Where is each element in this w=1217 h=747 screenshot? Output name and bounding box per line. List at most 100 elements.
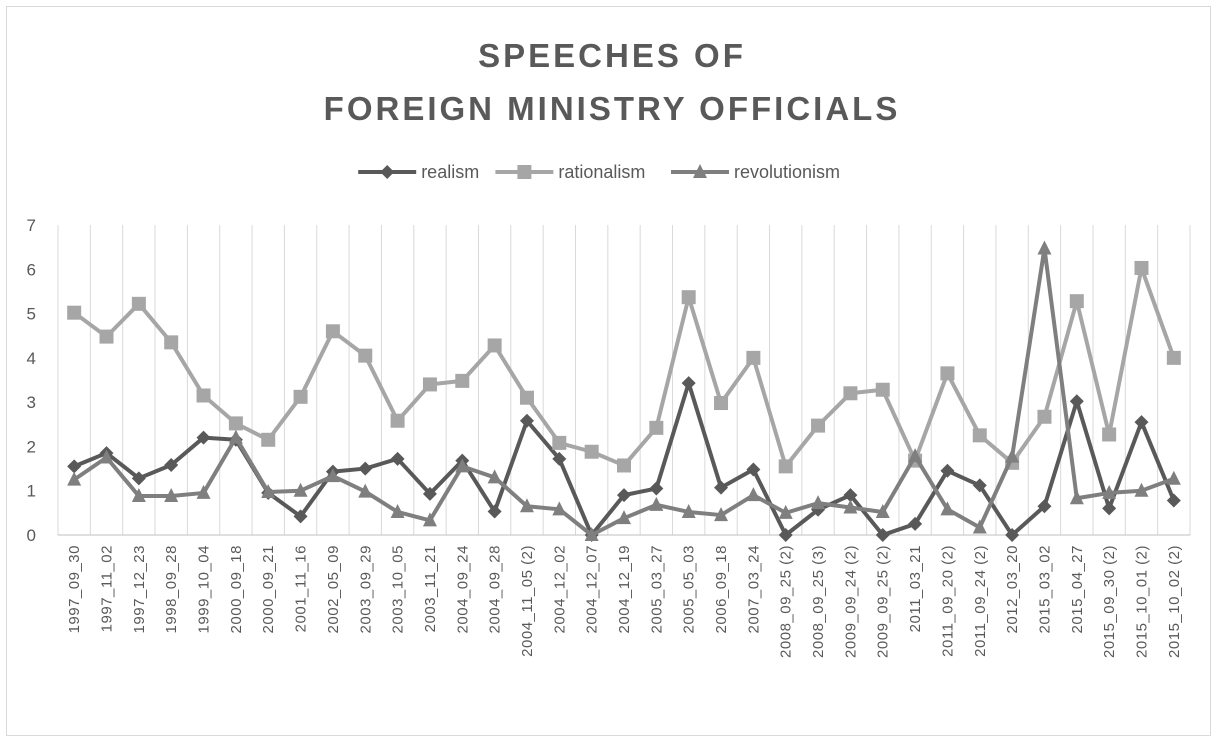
x-tick-label: 2004_12_19: [616, 545, 633, 633]
chart-title: FOREIGN MINISTRY OFFICIALS: [324, 90, 901, 127]
data-point: [67, 305, 82, 320]
data-point: [519, 498, 534, 513]
data-point: [584, 527, 599, 541]
data-point: [325, 468, 340, 483]
data-point: [746, 462, 761, 477]
x-tick-label: 2015_04_27: [1069, 545, 1086, 633]
data-point: [196, 388, 211, 403]
data-point: [714, 396, 729, 411]
data-point: [67, 459, 82, 474]
x-tick-label: 2004_09_28: [487, 545, 504, 633]
data-point: [487, 469, 502, 484]
data-point: [1069, 490, 1084, 505]
data-point: [164, 335, 179, 350]
data-point: [228, 416, 243, 431]
y-tick-label: 4: [27, 349, 36, 368]
data-point: [1037, 240, 1052, 255]
x-tick-label: 2006_09_18: [713, 545, 730, 633]
data-point: [681, 290, 696, 305]
data-point: [325, 324, 340, 339]
x-tick-label: 2004_12_02: [551, 545, 568, 633]
data-point: [940, 463, 955, 478]
data-point: [99, 329, 114, 344]
data-point: [552, 451, 567, 466]
data-point: [908, 516, 923, 531]
data-point: [422, 512, 437, 527]
data-point: [843, 499, 858, 514]
data-point: [196, 430, 211, 445]
y-tick-label: 6: [27, 260, 36, 279]
data-point: [519, 413, 534, 428]
data-point: [681, 376, 696, 391]
data-point: [293, 482, 308, 497]
x-tick-label: 2001_11_16: [293, 545, 310, 632]
data-point: [1166, 350, 1181, 365]
data-point: [617, 510, 631, 525]
x-tick-label: 2011_09_20 (2): [939, 545, 956, 657]
data-point: [487, 338, 502, 353]
data-point: [390, 451, 405, 466]
data-point: [293, 509, 308, 524]
x-tick-label: 1998_09_28: [163, 545, 180, 633]
data-point: [908, 448, 923, 463]
x-tick-label: 2003_10_05: [390, 545, 407, 633]
data-point: [811, 495, 826, 510]
data-point: [972, 519, 987, 534]
legend-label: rationalism: [558, 162, 645, 182]
data-point: [1005, 448, 1020, 463]
x-tick-label: 2005_05_03: [681, 545, 698, 633]
data-point: [358, 348, 373, 363]
x-tick-label: 1997_09_30: [66, 545, 83, 633]
data-point: [358, 483, 373, 498]
data-point: [261, 484, 276, 499]
y-tick-label: 2: [27, 437, 36, 456]
data-point: [487, 504, 502, 519]
data-point: [1005, 528, 1020, 542]
data-point: [778, 504, 793, 519]
x-tick-label: 2004_12_07: [584, 545, 601, 633]
y-tick-label: 3: [27, 393, 36, 412]
data-point: [843, 386, 858, 401]
data-point: [778, 459, 793, 474]
data-point: [1134, 482, 1149, 497]
data-point: [778, 528, 793, 542]
x-tick-label: 1997_12_23: [131, 545, 148, 633]
data-point: [131, 296, 146, 311]
x-tick-label: 2003_09_29: [357, 545, 374, 633]
data-point: [164, 458, 179, 473]
data-point: [811, 418, 826, 433]
data-point: [714, 507, 729, 522]
data-point: [875, 382, 890, 397]
chart-border: [6, 6, 1211, 736]
data-point: [519, 390, 534, 405]
x-tick-label: 2004_09_24: [454, 545, 471, 633]
legend-label: realism: [421, 162, 479, 182]
x-tick-label: 2004_11_05 (2): [519, 545, 536, 657]
legend-label: revolutionism: [734, 162, 840, 182]
x-tick-label: 2008_09_25 (2): [778, 545, 795, 658]
data-point: [746, 350, 761, 365]
legend-marker: [693, 164, 707, 178]
data-point: [714, 480, 729, 495]
data-point: [390, 413, 405, 428]
data-point: [746, 487, 761, 502]
data-point: [617, 458, 631, 473]
data-point: [1069, 294, 1084, 309]
data-point: [196, 484, 211, 499]
x-tick-label: 2002_05_09: [325, 545, 342, 633]
data-point: [1166, 470, 1181, 485]
data-point: [67, 471, 82, 486]
x-tick-label: 2003_11_21: [422, 545, 439, 632]
data-point: [293, 389, 308, 404]
data-point: [1166, 493, 1181, 508]
legend-marker: [380, 165, 395, 179]
x-tick-label: 2009_09_24 (2): [842, 545, 859, 658]
data-point: [681, 503, 696, 518]
data-point: [649, 481, 664, 496]
data-point: [1134, 415, 1149, 430]
y-tick-label: 7: [27, 216, 36, 235]
x-tick-label: 2015_10_02 (2): [1166, 545, 1183, 658]
data-point: [1069, 394, 1084, 409]
data-point: [228, 429, 243, 444]
data-point: [552, 435, 567, 450]
